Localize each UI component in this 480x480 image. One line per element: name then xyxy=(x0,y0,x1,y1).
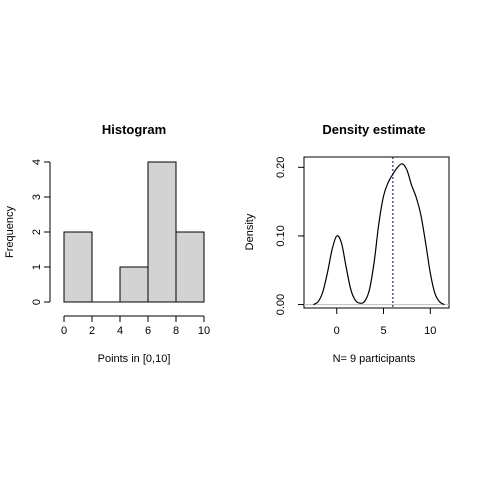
density-plot-box xyxy=(303,156,450,309)
histogram-x-label: Points in [0,10] xyxy=(98,353,171,365)
density-y-tick-label: 0.10 xyxy=(275,225,287,246)
density-y-label: Density xyxy=(244,213,256,250)
density-x-tick-label: 0 xyxy=(334,325,340,337)
histogram-bars xyxy=(63,161,205,303)
density-x-tick-label: 5 xyxy=(380,325,386,337)
histogram-y-tick-label: 0 xyxy=(31,299,43,305)
histogram-y-tick-label: 2 xyxy=(31,229,43,235)
histogram-y-label: Frequency xyxy=(4,206,16,258)
density-y-tick-label: 0.00 xyxy=(275,294,287,315)
histogram-x-tick-label: 10 xyxy=(198,325,210,337)
histogram-x-tick-label: 6 xyxy=(145,325,151,337)
density-panel: Density estimate N= 9 participants Densi… xyxy=(244,122,450,365)
histogram-title: Histogram xyxy=(102,122,166,137)
histogram-y-tick-label: 3 xyxy=(31,194,43,200)
density-title: Density estimate xyxy=(322,122,425,137)
histogram-y-tick-label: 1 xyxy=(31,264,43,270)
histogram-panel: Histogram Points in [0,10] Frequency 0 2 4… xyxy=(4,122,210,365)
histogram-x-axis: 0 2 4 6 8 10 xyxy=(61,315,210,337)
density-y-axis: 0.00 0.10 0.20 xyxy=(275,157,304,315)
histogram-bar xyxy=(63,231,93,303)
histogram-x-tick-label: 8 xyxy=(173,325,179,337)
histogram-x-tick-label: 0 xyxy=(61,325,67,337)
density-x-label: N= 9 participants xyxy=(333,353,416,365)
histogram-y-tick-label: 4 xyxy=(31,159,43,165)
density-curve-line xyxy=(313,163,445,306)
histogram-bar xyxy=(147,161,177,303)
density-y-tick-label: 0.20 xyxy=(275,157,287,178)
histogram-x-tick-label: 4 xyxy=(117,325,123,337)
histogram-bar xyxy=(175,231,205,303)
histogram-y-axis: 0 1 2 3 4 xyxy=(31,159,51,305)
histogram-bar xyxy=(119,266,149,303)
histogram-x-tick-label: 2 xyxy=(89,325,95,337)
density-x-tick-label: 10 xyxy=(424,325,436,337)
density-x-axis: 0 5 10 xyxy=(334,307,436,337)
